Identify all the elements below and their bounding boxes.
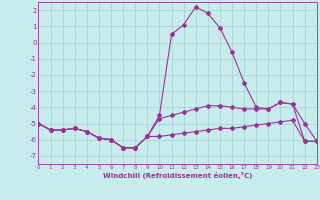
X-axis label: Windchill (Refroidissement éolien,°C): Windchill (Refroidissement éolien,°C)	[103, 172, 252, 179]
